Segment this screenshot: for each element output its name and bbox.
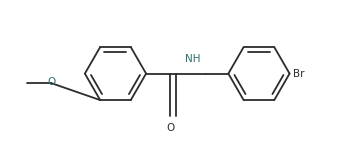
Text: Br: Br: [293, 69, 305, 79]
Text: O: O: [47, 77, 55, 87]
Text: NH: NH: [185, 54, 201, 64]
Text: O: O: [167, 123, 175, 133]
